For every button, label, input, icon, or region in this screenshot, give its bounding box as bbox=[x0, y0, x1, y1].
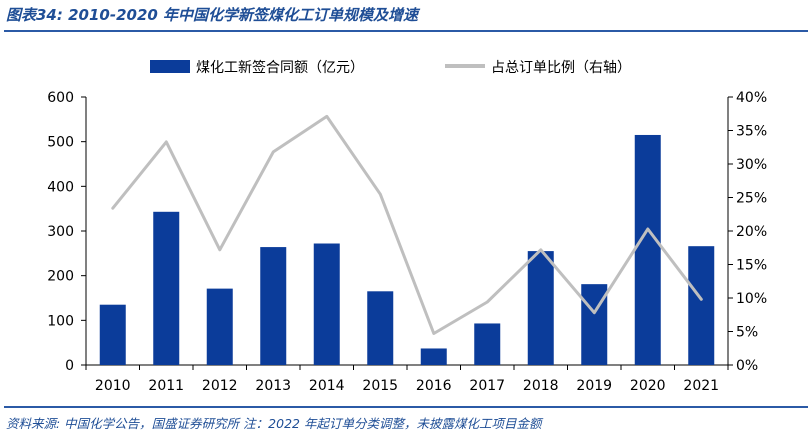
y-right-tick-label: 5% bbox=[736, 325, 758, 341]
y-left-tick-label: 500 bbox=[47, 135, 74, 151]
x-tick-label: 2016 bbox=[416, 378, 452, 394]
y-right-tick-label: 20% bbox=[736, 224, 767, 240]
chart: 煤化工新签合同额（亿元） 占总订单比例（右轴） 0 100 200 300 400 500 6… bbox=[47, 59, 767, 394]
ratio-line bbox=[111, 114, 703, 335]
y-left-tick-label: 400 bbox=[47, 179, 74, 195]
bar-2017 bbox=[474, 323, 501, 365]
x-tick-label: 2011 bbox=[148, 378, 184, 394]
y-left-tick-label: 200 bbox=[47, 269, 74, 285]
x-tick-label: 2019 bbox=[576, 378, 612, 394]
title-divider bbox=[4, 30, 808, 32]
source-note: 资料来源: 中国化学公告，国盛证券研究所 注：2022 年起订单分类调整，未披露… bbox=[6, 416, 542, 431]
bar-2021 bbox=[688, 246, 715, 365]
axes: 0 100 200 300 400 500 600 0% 5% 10% 15% 20% 25% 30% 35… bbox=[47, 90, 767, 394]
y-right-tick-label: 35% bbox=[736, 124, 767, 140]
legend-label-line: 占总订单比例（右轴） bbox=[491, 60, 631, 76]
x-tick-label: 2010 bbox=[95, 378, 131, 394]
x-tick-label: 2021 bbox=[683, 378, 719, 394]
bar-2020 bbox=[634, 134, 661, 365]
chart-title: 图表34: 2010-2020 年中国化学新签煤化工订单规模及增速 bbox=[6, 6, 419, 24]
y-right-tick-label: 10% bbox=[736, 291, 767, 307]
y-left-tick-label: 600 bbox=[47, 90, 74, 106]
legend-label-bar: 煤化工新签合同额（亿元） bbox=[196, 59, 364, 76]
y-right-tick-label: 40% bbox=[736, 90, 767, 106]
y-left-tick-label: 300 bbox=[47, 224, 74, 240]
line-series bbox=[111, 114, 703, 335]
y-right-tick-label: 15% bbox=[736, 258, 767, 274]
y-left-tick-label: 0 bbox=[65, 358, 74, 374]
bar-2012 bbox=[206, 288, 233, 365]
x-tick-label: 2017 bbox=[469, 378, 505, 394]
source-divider bbox=[4, 406, 808, 408]
legend: 煤化工新签合同额（亿元） 占总订单比例（右轴） bbox=[150, 59, 631, 76]
bar-2018 bbox=[527, 251, 554, 365]
bar-2011 bbox=[153, 211, 180, 365]
x-tick-label: 2015 bbox=[362, 378, 398, 394]
bar-2016 bbox=[420, 348, 447, 365]
legend-swatch-bar bbox=[150, 60, 190, 73]
y-right-tick-label: 25% bbox=[736, 191, 767, 207]
x-tick-label: 2012 bbox=[202, 378, 238, 394]
y-right-tick-label: 0% bbox=[736, 358, 758, 374]
y-left-tick-label: 100 bbox=[47, 313, 74, 329]
bar-series bbox=[99, 134, 715, 365]
x-tick-label: 2014 bbox=[309, 378, 345, 394]
bar-2013 bbox=[260, 247, 287, 365]
y-right-tick-label: 30% bbox=[736, 157, 767, 173]
bar-2015 bbox=[367, 291, 394, 365]
x-tick-label: 2013 bbox=[255, 378, 291, 394]
x-tick-label: 2018 bbox=[523, 378, 559, 394]
x-tick-label: 2020 bbox=[630, 378, 666, 394]
bar-2010 bbox=[99, 304, 126, 365]
bar-2014 bbox=[313, 243, 340, 365]
